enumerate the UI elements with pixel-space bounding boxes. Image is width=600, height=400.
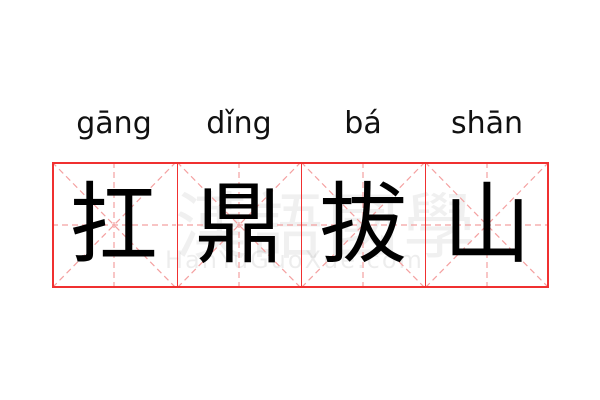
character: 扛: [69, 173, 158, 276]
pinyin-4: shān: [450, 106, 524, 141]
pinyin-3: bá: [344, 106, 382, 141]
character: 鼎: [194, 173, 283, 276]
watermark-latin: HanYuGuoXue.com: [165, 246, 424, 274]
grid-guides: [52, 162, 176, 288]
grid-guides: [301, 162, 425, 288]
character-cell: 山: [425, 162, 549, 288]
character: 拔: [318, 173, 407, 276]
grid-guides: [177, 162, 301, 288]
pinyin-1: gāng: [76, 106, 152, 141]
grid-guides: [425, 162, 549, 288]
character: 山: [442, 173, 531, 276]
pinyin-2: dǐng: [206, 106, 272, 141]
character-cell: 鼎: [177, 162, 301, 288]
character-cell: 拔: [301, 162, 425, 288]
character-cell: 扛: [52, 162, 176, 288]
character-grid-frame: [52, 162, 549, 288]
